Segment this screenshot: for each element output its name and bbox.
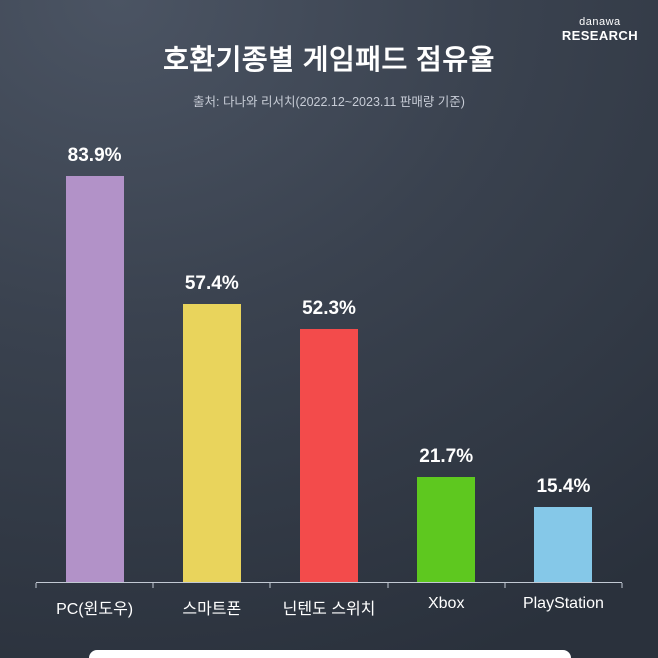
axis-tick [387, 583, 389, 588]
danawa-research-logo: danawa RESEARCH [562, 16, 638, 44]
bar-chart: 83.9% 57.4% 52.3% 21.7% 15.4% PC(윈도우) 스마트폰 닌텐도… [35, 145, 623, 619]
bar [300, 329, 358, 582]
chart-subtitle: 출처: 다나와 리서치(2022.12~2023.11 판매량 기준) [193, 95, 465, 109]
bar [182, 304, 241, 582]
x-axis-line [35, 582, 623, 588]
bar [417, 477, 476, 582]
bar-value-label: 57.4% [184, 273, 239, 294]
axis-tick [152, 583, 154, 588]
bar-value-label: 83.9% [67, 145, 122, 166]
x-axis-category-label: 닌텐도 스위치 [282, 601, 376, 618]
bar-column: 83.9% [36, 145, 153, 582]
bar-column: 57.4% [153, 273, 270, 582]
bar-column: 52.3% [270, 298, 387, 582]
x-axis-category-label: PC(윈도우) [56, 601, 134, 618]
chart-title: 호환기종별 게임패드 점유율 [163, 44, 495, 75]
axis-tick [35, 583, 37, 588]
bottom-rounded-bar [89, 650, 571, 658]
plot-area: 83.9% 57.4% 52.3% 21.7% 15.4% [36, 145, 622, 582]
x-axis-category-label: Xbox [427, 595, 465, 612]
bar-column: 21.7% [388, 446, 505, 582]
x-axis-category-label: PlayStation [522, 595, 604, 612]
axis-tick [269, 583, 271, 588]
logo-danawa-text: danawa [579, 16, 621, 28]
bar-value-label: 52.3% [302, 298, 356, 319]
bar-value-label: 15.4% [536, 476, 591, 497]
logo-research-text: RESEARCH [561, 27, 638, 43]
axis-tick [621, 583, 623, 588]
bar-column: 15.4% [505, 476, 622, 582]
bar [534, 507, 593, 582]
x-axis-category-label: 스마트폰 [182, 601, 242, 618]
x-axis-labels: PC(윈도우) 스마트폰 닌텐도 스위치 Xbox PlayStation [36, 595, 622, 619]
bar-value-label: 21.7% [419, 446, 474, 467]
axis-tick [504, 583, 506, 588]
bar [65, 176, 124, 582]
